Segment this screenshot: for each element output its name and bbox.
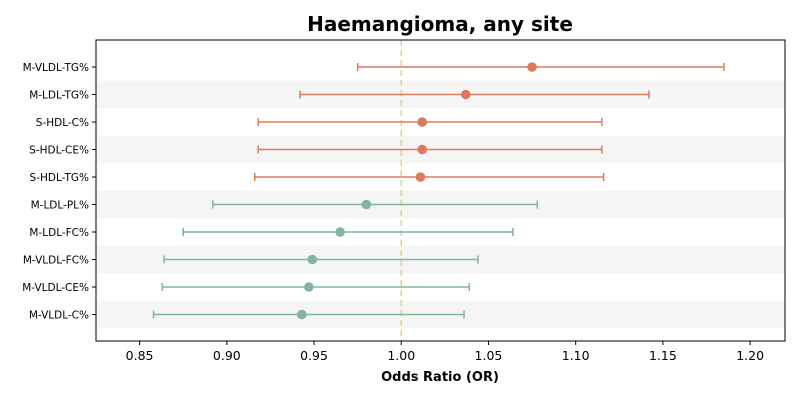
y-tick-label: S-HDL-CE% bbox=[29, 145, 89, 157]
estimates-layer bbox=[152, 62, 725, 320]
estimate-point bbox=[307, 254, 318, 265]
plot-frame bbox=[95, 39, 786, 342]
y-tick-label: S-HDL-C% bbox=[36, 117, 89, 129]
y-tick-label: M-LDL-PL% bbox=[31, 200, 89, 212]
estimate-point bbox=[415, 172, 426, 182]
estimate-point bbox=[527, 62, 537, 72]
y-tick-label: M-VLDL-TG% bbox=[23, 62, 89, 74]
estimate-point bbox=[417, 144, 427, 155]
x-tick-label: 1.10 bbox=[562, 348, 590, 363]
x-tick-label: 1.00 bbox=[387, 348, 415, 363]
y-tick-label: M-LDL-FC% bbox=[29, 227, 89, 239]
estimate-point bbox=[335, 227, 346, 237]
y-axis: M-VLDL-TG% M-LDL-TG% S-HDL-C% S-HDL-CE% S-HD… bbox=[22, 62, 96, 322]
chart-title: Haemangioma, any site bbox=[307, 12, 573, 36]
x-tick-label: 0.95 bbox=[300, 348, 328, 363]
y-tick-label: M-VLDL-FC% bbox=[23, 255, 89, 267]
x-tick-label: 1.15 bbox=[649, 348, 677, 363]
estimate-point bbox=[460, 89, 471, 100]
y-tick-label: M-VLDL-CE% bbox=[22, 282, 89, 294]
estimate-point bbox=[361, 199, 372, 210]
x-tick-label: 1.20 bbox=[736, 348, 764, 363]
estimate-point bbox=[297, 309, 307, 320]
y-tick-label: M-LDL-TG% bbox=[29, 90, 89, 102]
y-tick-label: S-HDL-TG% bbox=[30, 172, 89, 184]
x-tick-label: 1.05 bbox=[475, 348, 503, 363]
x-tick-label: 0.85 bbox=[126, 348, 154, 363]
x-axis-label: Odds Ratio (OR) bbox=[381, 370, 499, 385]
estimate-point bbox=[304, 282, 314, 292]
x-tick-label: 0.90 bbox=[213, 348, 241, 363]
y-tick-label: M-VLDL-C% bbox=[29, 310, 89, 322]
x-axis: 0.85 0.90 0.95 1.00 1.05 1.10 1.15 1.20 bbox=[126, 341, 764, 363]
estimate-point bbox=[417, 117, 427, 127]
